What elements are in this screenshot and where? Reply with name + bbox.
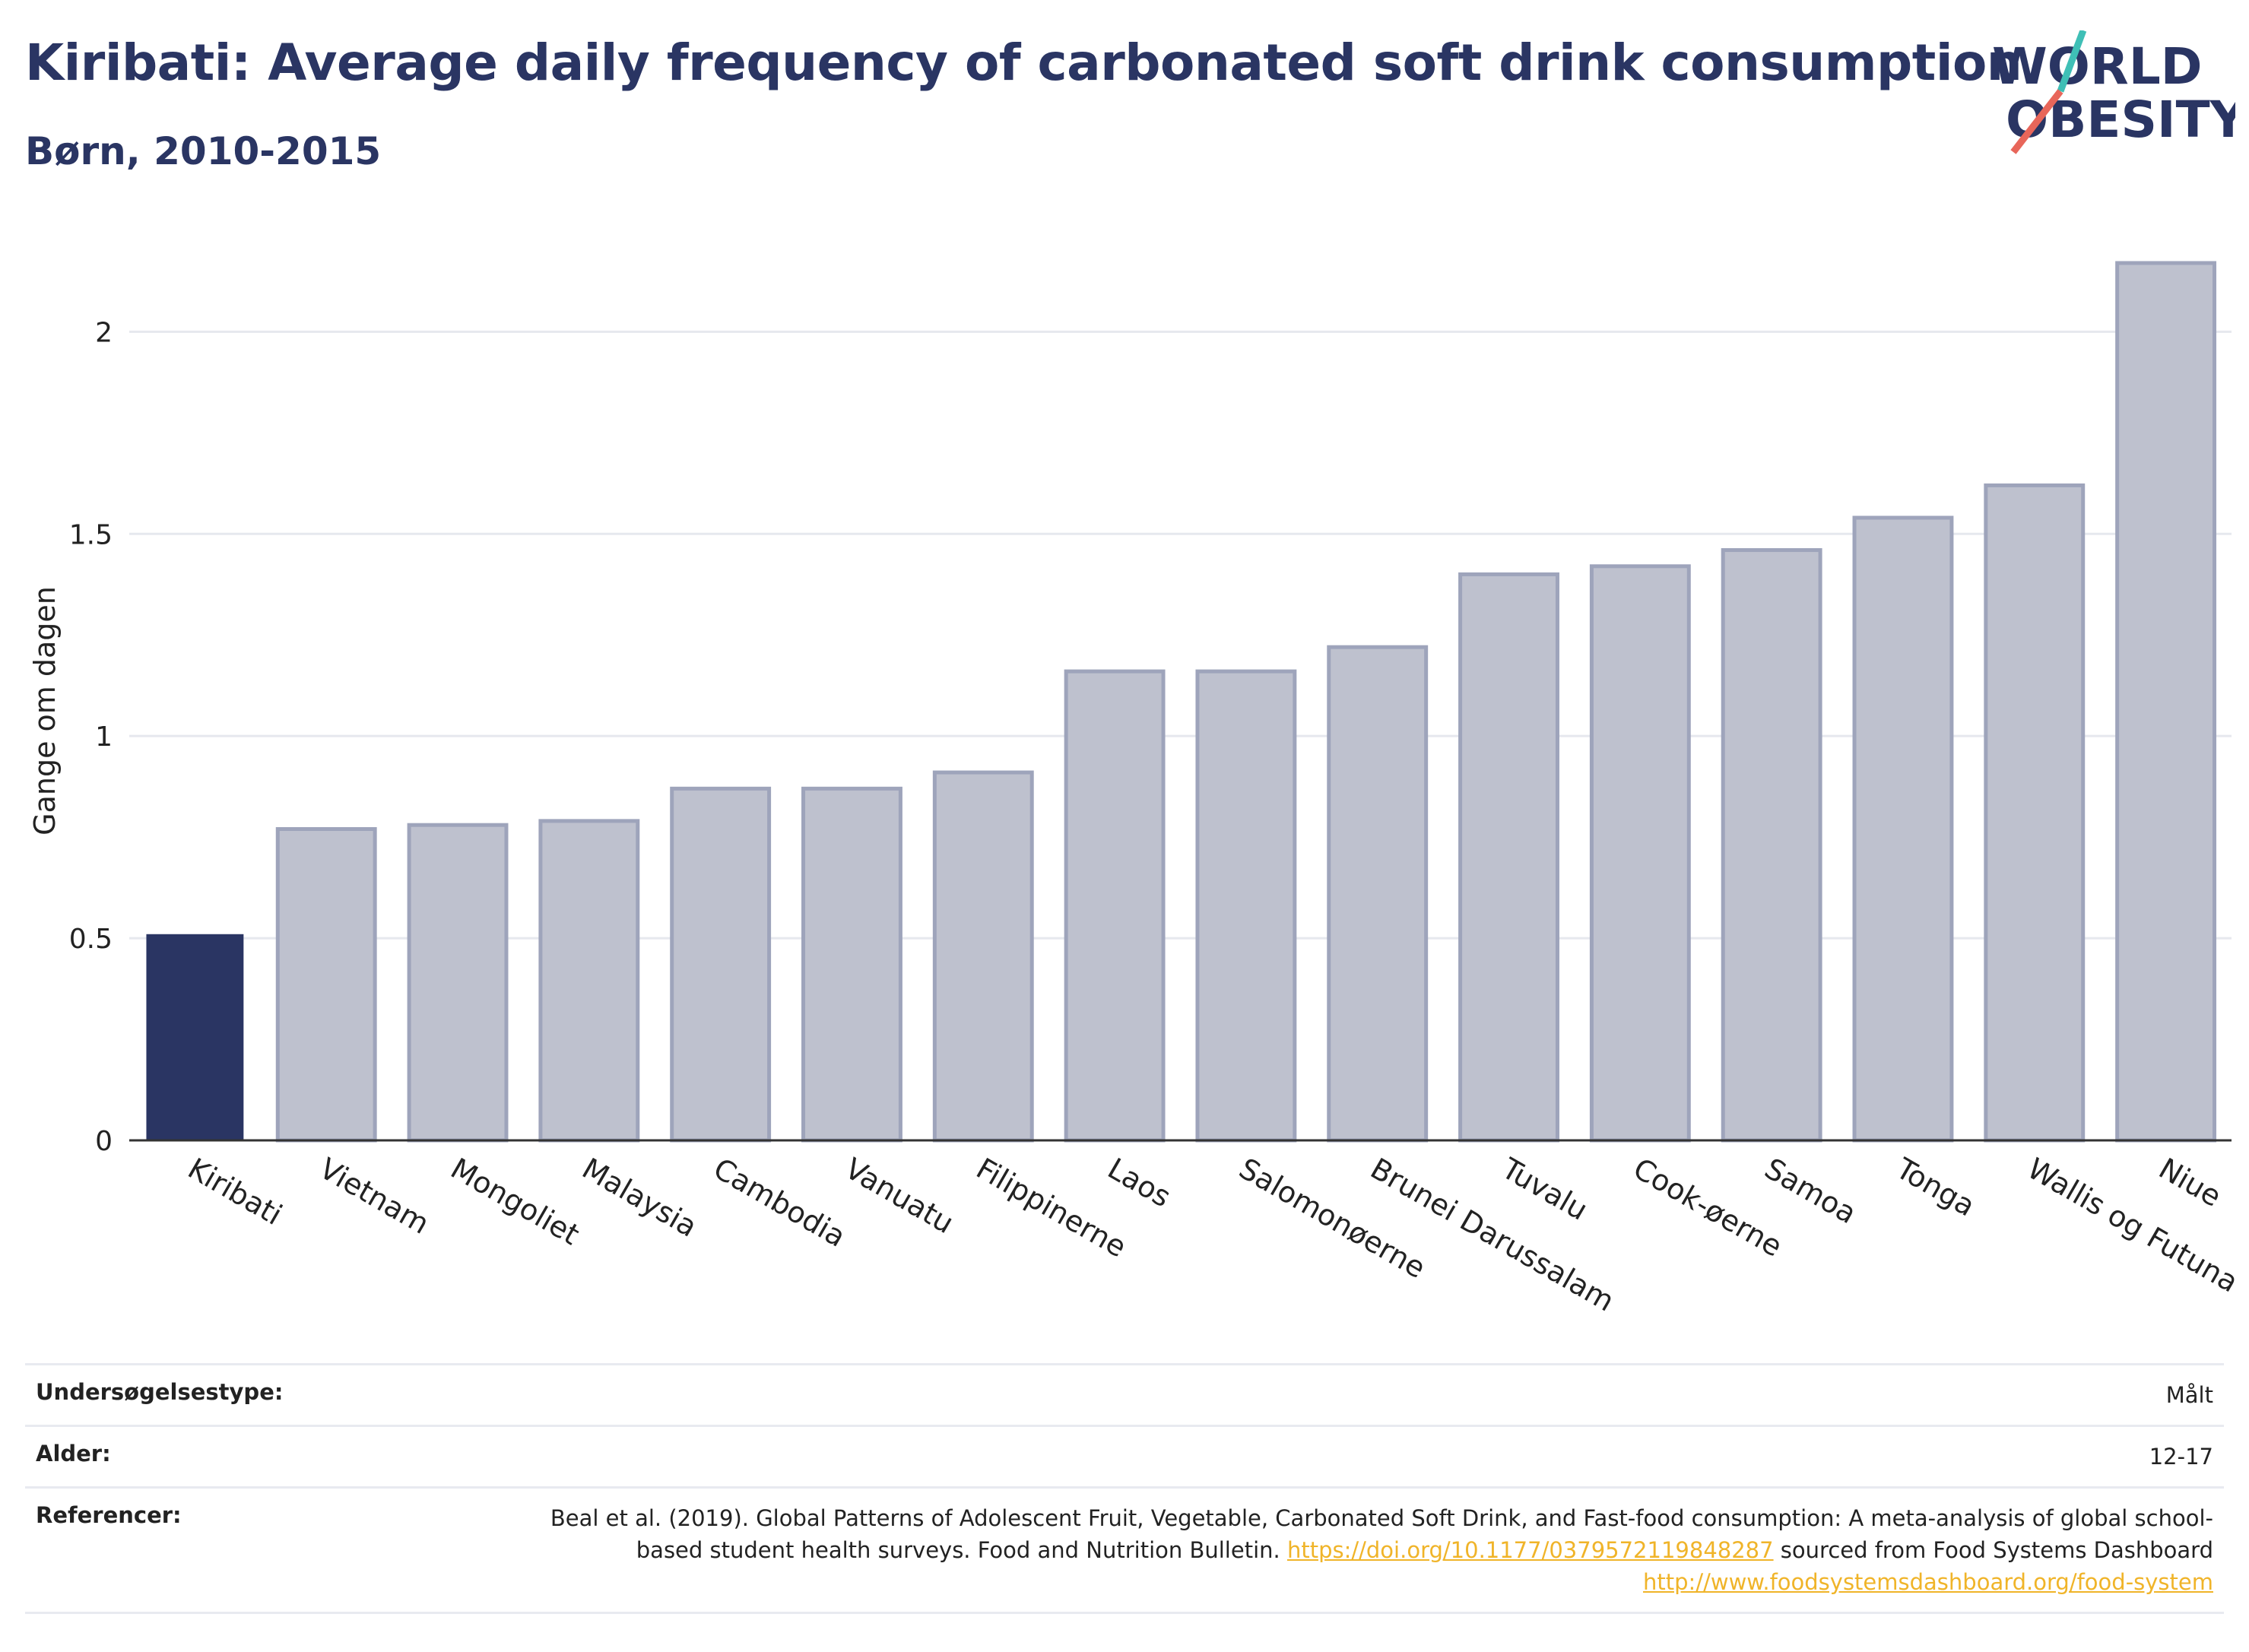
y-tick-label: 1 [95,721,113,753]
y-tick-label: 0 [95,1126,113,1157]
meta-row-references: Referencer: Beal et al. (2019). Global P… [25,1486,2224,1615]
x-tick-label: Samoa [1759,1152,1862,1231]
x-tick-label: Brunei Darussalam [1365,1152,1619,1318]
bar-brunei-darussalam[interactable] [1327,645,1429,1143]
bar-vanuatu[interactable] [801,786,902,1143]
bar-vietnam[interactable] [275,827,377,1143]
bar-tuvalu[interactable] [1458,572,1559,1143]
bar-niue[interactable] [2115,261,2217,1143]
bar-laos[interactable] [1064,669,1166,1143]
world-obesity-logo: WORLD OBESITY [1992,30,2235,154]
bar-kiribati[interactable] [146,934,244,1140]
reference-text: Beal et al. (2019). Global Patterns of A… [550,1505,2213,1564]
metadata-table: Undersøgelsestype: Målt Alder: 12-17 Ref… [25,1363,2224,1615]
x-tick-label: Tonga [1890,1151,1981,1222]
meta-row-age: Alder: 12-17 [25,1425,2224,1486]
x-tick-label: Tuvalu [1496,1151,1593,1227]
y-tick-label: 1.5 [69,519,113,550]
logo-line2: OBESITY [2006,90,2235,149]
bar-filippinerne[interactable] [932,770,1034,1143]
x-tick-label: Mongoliet [446,1152,585,1252]
y-tick-label: 2 [95,317,113,348]
age-value: 12-17 [2149,1444,2213,1470]
chart-title: Kiribati: Average daily frequency of car… [25,33,2022,92]
logo-line1: WORLD [1992,37,2203,96]
x-tick-label: Malaysia [576,1152,703,1244]
bar-cambodia[interactable] [670,786,772,1143]
dashboard-link[interactable]: http://www.foodsystemsdashboard.org/food… [1643,1569,2213,1596]
x-tick-label: Cambodia [708,1152,851,1254]
x-tick-label: Filippinerne [971,1152,1132,1264]
bar-mongoliet[interactable] [407,823,509,1143]
survey-type-label: Undersøgelsestype: [36,1379,284,1405]
x-tick-label: Laos [1102,1152,1177,1214]
bar-samoa[interactable] [1721,548,1822,1143]
bar-chart: 0 0.5 1 1.5 2 Kiribati Vietnam MongolietMalaysi… [28,261,2244,1318]
x-tick-label: Vanuatu [839,1152,960,1240]
bar-salomonøerne[interactable] [1195,669,1297,1143]
y-axis-label: Gange om dagen [28,586,62,836]
doi-link[interactable]: https://doi.org/10.1177/0379572119848287 [1286,1537,1774,1564]
x-tick-label: Kiribati [182,1152,288,1232]
bars [146,261,2217,1143]
chart-subtitle: Børn, 2010-2015 [25,129,382,173]
logo-slash-teal [2057,30,2087,93]
meta-row-survey: Undersøgelsestype: Målt [25,1363,2224,1425]
x-tick-label: Cook-øerne [1628,1152,1788,1264]
bar-malaysia[interactable] [538,819,640,1143]
logo-slash-red [2010,89,2063,154]
reference-source-text: sourced from Food Systems Dashboard [1780,1537,2213,1564]
x-tick-label: Wallis og Futuna [2022,1152,2244,1299]
bar-tonga[interactable] [1852,515,1954,1143]
bar-wallis-og-futuna[interactable] [1984,483,2086,1143]
x-tick-label: Vietnam [314,1152,435,1241]
survey-type-value: Målt [2165,1382,2213,1408]
references-value: Beal et al. (2019). Global Patterns of A… [541,1502,2213,1598]
references-label: Referencer: [36,1502,182,1529]
y-tick-label: 0.5 [69,924,113,955]
x-tick-label: Niue [2153,1152,2227,1213]
age-label: Alder: [36,1441,111,1467]
bar-cook-øerne[interactable] [1589,564,1691,1143]
